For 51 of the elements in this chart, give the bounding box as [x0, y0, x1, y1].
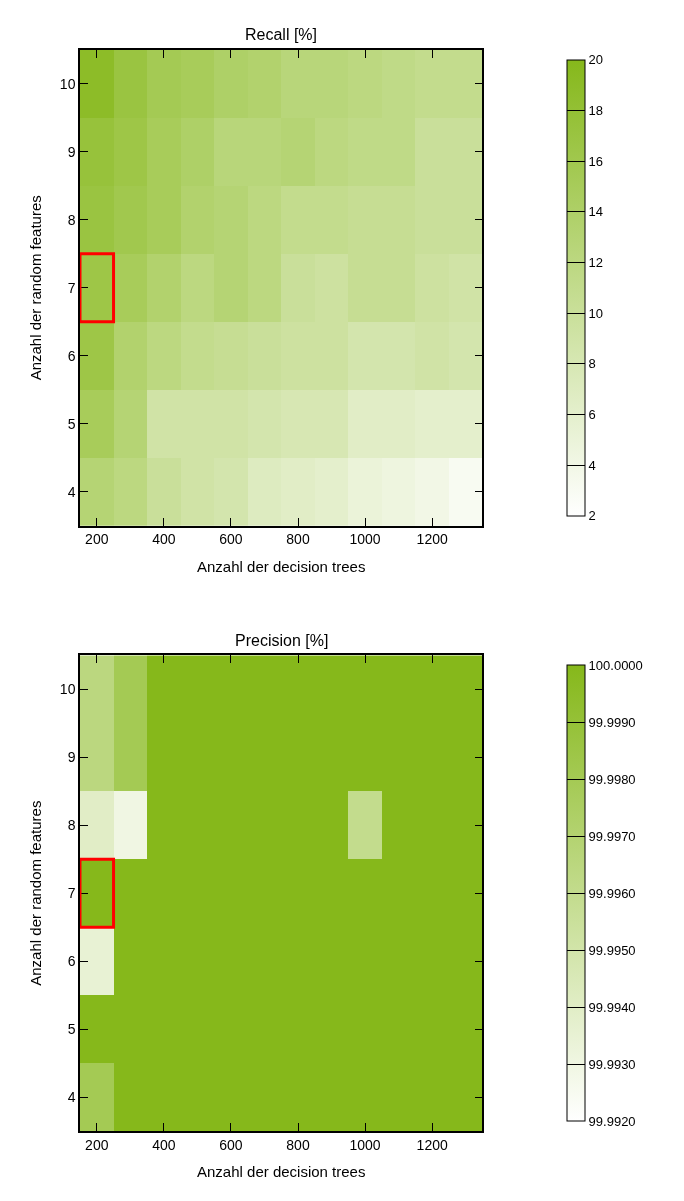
color-bar-label: 99.9970: [588, 828, 636, 844]
color-bar-label: 99.9930: [588, 1056, 636, 1072]
y-tick-label: 7: [67, 885, 76, 902]
color-bar-label: 8: [588, 356, 596, 372]
y-tick-label: 6: [67, 347, 76, 364]
y-tick-label: 5: [67, 415, 76, 432]
x-tick-label: 1000: [349, 1136, 381, 1153]
y-tick-label: 4: [67, 483, 76, 500]
x-tick-label: 400: [152, 531, 176, 548]
color-bar-label: 18: [588, 103, 604, 119]
x-tick-label: 800: [286, 531, 310, 548]
y-tick-label: 10: [59, 75, 76, 92]
color-bar-label: 99.9960: [588, 885, 636, 901]
color-bar-label: 16: [588, 153, 604, 169]
color-bar-label: 99.9920: [588, 1113, 636, 1129]
y-tick-label: 7: [67, 279, 76, 296]
y-tick-label: 9: [67, 749, 76, 766]
y-tick-label: 10: [59, 681, 76, 698]
x-tick-label: 600: [219, 531, 243, 548]
color-bar-label: 4: [588, 457, 596, 473]
color-bar-label: 10: [588, 305, 604, 321]
chart-title: Recall [%]: [245, 26, 318, 43]
color-bar-label: 100.0000: [588, 657, 643, 673]
x-tick-label: 400: [152, 1136, 176, 1153]
color-bar-label: 20: [588, 52, 604, 68]
color-bar-label: 12: [588, 255, 604, 271]
color-bar-label: 2: [588, 508, 596, 524]
color-bar-label: 14: [588, 204, 604, 220]
x-tick-label: 200: [85, 1136, 109, 1153]
y-axis-title: Anzahl der random features: [26, 800, 44, 986]
y-tick-label: 4: [67, 1088, 76, 1105]
x-tick-label: 1000: [349, 531, 381, 548]
y-tick-label: 8: [67, 817, 76, 834]
y-axis-title: Anzahl der random features: [26, 195, 44, 381]
y-tick-label: 8: [67, 211, 76, 228]
x-tick-label: 800: [286, 1136, 310, 1153]
chart-title: Precision [%]: [235, 632, 329, 649]
x-tick-label: 1200: [416, 1136, 448, 1153]
y-tick-label: 5: [67, 1020, 76, 1037]
x-tick-label: 1200: [416, 531, 448, 548]
color-bar-label: 99.9940: [588, 999, 636, 1015]
x-axis-title: Anzahl der decision trees: [197, 1163, 366, 1181]
color-bar-label: 99.9950: [588, 942, 636, 958]
color-bar-label: 6: [588, 407, 596, 423]
color-bar-label: 99.9990: [588, 714, 636, 730]
x-axis-title: Anzahl der decision trees: [197, 557, 366, 575]
color-bar-label: 99.9980: [588, 771, 636, 787]
x-tick-label: 200: [85, 531, 109, 548]
y-tick-label: 6: [67, 953, 76, 970]
x-tick-label: 600: [219, 1136, 243, 1153]
y-tick-label: 9: [67, 143, 76, 160]
